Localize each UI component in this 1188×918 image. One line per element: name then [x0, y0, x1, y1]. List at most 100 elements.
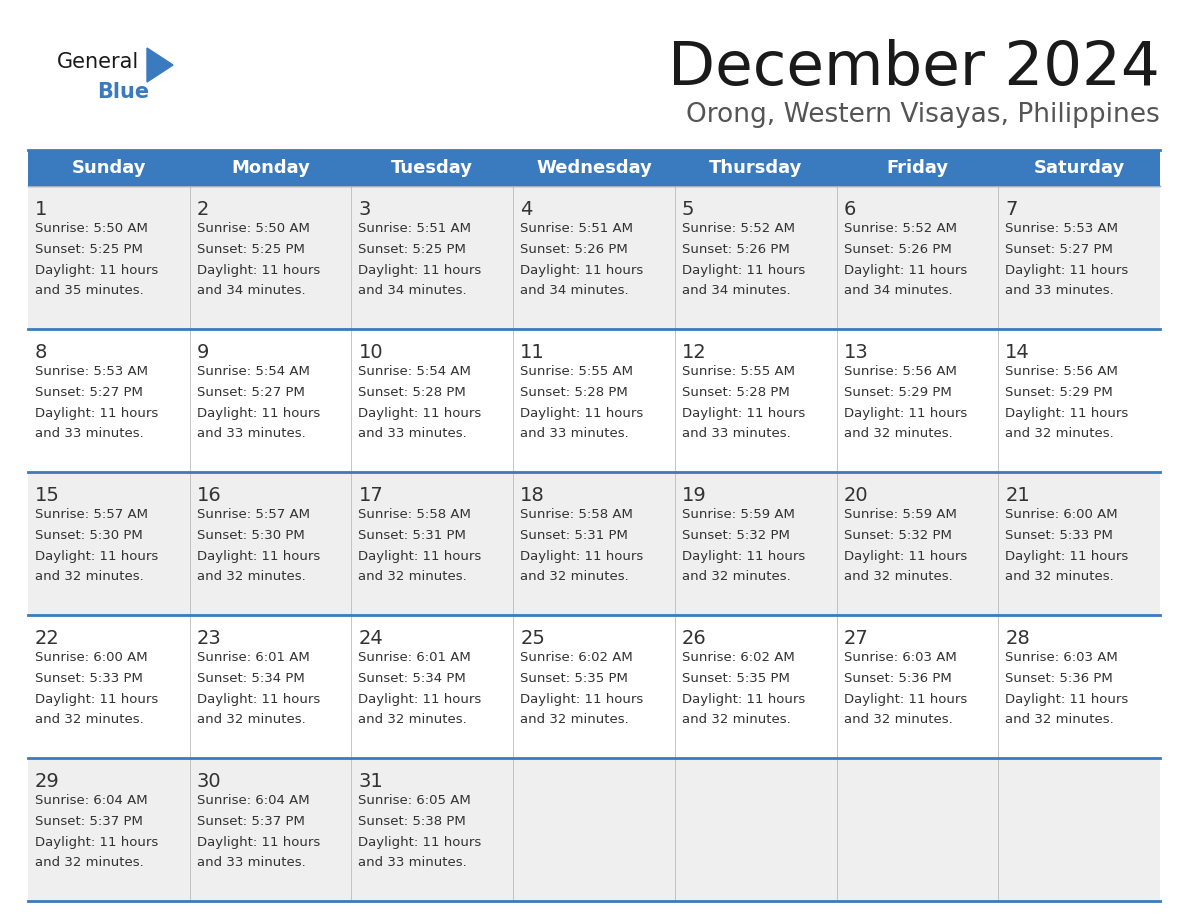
Text: Sunset: 5:34 PM: Sunset: 5:34 PM [359, 672, 466, 685]
Text: Daylight: 11 hours: Daylight: 11 hours [197, 836, 320, 849]
Text: Daylight: 11 hours: Daylight: 11 hours [682, 264, 805, 277]
Text: and 33 minutes.: and 33 minutes. [520, 427, 628, 440]
Text: 4: 4 [520, 200, 532, 219]
Text: Daylight: 11 hours: Daylight: 11 hours [1005, 693, 1129, 706]
Text: Sunset: 5:27 PM: Sunset: 5:27 PM [1005, 243, 1113, 256]
Text: Daylight: 11 hours: Daylight: 11 hours [34, 264, 158, 277]
Text: Sunset: 5:36 PM: Sunset: 5:36 PM [843, 672, 952, 685]
Text: Daylight: 11 hours: Daylight: 11 hours [359, 550, 481, 563]
Text: Tuesday: Tuesday [391, 159, 473, 177]
Text: Sunset: 5:26 PM: Sunset: 5:26 PM [520, 243, 628, 256]
Text: Sunrise: 6:01 AM: Sunrise: 6:01 AM [197, 651, 309, 664]
Text: 29: 29 [34, 772, 59, 791]
Text: Friday: Friday [886, 159, 948, 177]
Text: Sunset: 5:35 PM: Sunset: 5:35 PM [682, 672, 790, 685]
Polygon shape [147, 48, 173, 82]
Text: Sunrise: 6:02 AM: Sunrise: 6:02 AM [682, 651, 795, 664]
Text: 13: 13 [843, 343, 868, 362]
Text: Sunset: 5:34 PM: Sunset: 5:34 PM [197, 672, 304, 685]
Text: and 32 minutes.: and 32 minutes. [34, 856, 144, 869]
Text: and 32 minutes.: and 32 minutes. [359, 570, 467, 583]
Text: Sunset: 5:28 PM: Sunset: 5:28 PM [520, 386, 628, 399]
Text: Sunset: 5:25 PM: Sunset: 5:25 PM [197, 243, 304, 256]
Text: and 32 minutes.: and 32 minutes. [843, 570, 953, 583]
Text: 5: 5 [682, 200, 694, 219]
Text: Sunrise: 6:00 AM: Sunrise: 6:00 AM [34, 651, 147, 664]
Text: Sunset: 5:31 PM: Sunset: 5:31 PM [359, 529, 467, 542]
Text: Daylight: 11 hours: Daylight: 11 hours [682, 550, 805, 563]
Text: Sunrise: 5:54 AM: Sunrise: 5:54 AM [197, 365, 310, 378]
Text: Daylight: 11 hours: Daylight: 11 hours [843, 407, 967, 420]
Text: 28: 28 [1005, 629, 1030, 648]
Text: and 32 minutes.: and 32 minutes. [520, 713, 628, 726]
Text: 26: 26 [682, 629, 707, 648]
Text: Sunset: 5:29 PM: Sunset: 5:29 PM [843, 386, 952, 399]
Text: Sunrise: 5:55 AM: Sunrise: 5:55 AM [682, 365, 795, 378]
Text: Sunrise: 5:51 AM: Sunrise: 5:51 AM [520, 222, 633, 235]
Text: Sunset: 5:37 PM: Sunset: 5:37 PM [197, 815, 304, 828]
Text: and 32 minutes.: and 32 minutes. [843, 427, 953, 440]
Text: Daylight: 11 hours: Daylight: 11 hours [843, 550, 967, 563]
Text: 11: 11 [520, 343, 545, 362]
Text: Sunset: 5:38 PM: Sunset: 5:38 PM [359, 815, 466, 828]
Text: 7: 7 [1005, 200, 1018, 219]
Text: Sunrise: 5:57 AM: Sunrise: 5:57 AM [34, 508, 148, 521]
Text: Sunrise: 6:03 AM: Sunrise: 6:03 AM [843, 651, 956, 664]
Text: Sunrise: 6:04 AM: Sunrise: 6:04 AM [197, 794, 309, 807]
Text: and 34 minutes.: and 34 minutes. [520, 284, 628, 297]
Text: Sunrise: 5:52 AM: Sunrise: 5:52 AM [843, 222, 956, 235]
Text: Sunset: 5:32 PM: Sunset: 5:32 PM [682, 529, 790, 542]
Text: and 32 minutes.: and 32 minutes. [34, 570, 144, 583]
Text: Daylight: 11 hours: Daylight: 11 hours [843, 693, 967, 706]
Text: Sunrise: 6:03 AM: Sunrise: 6:03 AM [1005, 651, 1118, 664]
Text: Sunrise: 5:58 AM: Sunrise: 5:58 AM [359, 508, 472, 521]
Text: and 33 minutes.: and 33 minutes. [197, 856, 305, 869]
Text: and 32 minutes.: and 32 minutes. [1005, 570, 1114, 583]
Text: Sunset: 5:33 PM: Sunset: 5:33 PM [34, 672, 143, 685]
Text: Sunrise: 5:50 AM: Sunrise: 5:50 AM [34, 222, 147, 235]
Text: Daylight: 11 hours: Daylight: 11 hours [520, 550, 644, 563]
Text: Sunrise: 5:56 AM: Sunrise: 5:56 AM [843, 365, 956, 378]
Text: Daylight: 11 hours: Daylight: 11 hours [197, 407, 320, 420]
Text: 27: 27 [843, 629, 868, 648]
Text: Sunrise: 5:59 AM: Sunrise: 5:59 AM [843, 508, 956, 521]
Text: 1: 1 [34, 200, 48, 219]
Bar [29, 472, 1159, 615]
Text: Daylight: 11 hours: Daylight: 11 hours [197, 264, 320, 277]
Text: and 32 minutes.: and 32 minutes. [1005, 427, 1114, 440]
Text: Sunrise: 5:52 AM: Sunrise: 5:52 AM [682, 222, 795, 235]
Text: and 34 minutes.: and 34 minutes. [843, 284, 953, 297]
Text: Sunrise: 5:51 AM: Sunrise: 5:51 AM [359, 222, 472, 235]
Text: Daylight: 11 hours: Daylight: 11 hours [359, 693, 481, 706]
Text: Sunrise: 6:05 AM: Sunrise: 6:05 AM [359, 794, 472, 807]
Text: Daylight: 11 hours: Daylight: 11 hours [359, 264, 481, 277]
Text: Daylight: 11 hours: Daylight: 11 hours [197, 550, 320, 563]
Text: Daylight: 11 hours: Daylight: 11 hours [520, 693, 644, 706]
Text: and 35 minutes.: and 35 minutes. [34, 284, 144, 297]
Text: Sunset: 5:37 PM: Sunset: 5:37 PM [34, 815, 143, 828]
Text: and 34 minutes.: and 34 minutes. [359, 284, 467, 297]
Text: Sunrise: 5:59 AM: Sunrise: 5:59 AM [682, 508, 795, 521]
Text: and 33 minutes.: and 33 minutes. [359, 856, 467, 869]
Text: and 33 minutes.: and 33 minutes. [197, 427, 305, 440]
Bar [29, 186, 1159, 329]
Text: and 32 minutes.: and 32 minutes. [682, 570, 790, 583]
Text: Sunset: 5:33 PM: Sunset: 5:33 PM [1005, 529, 1113, 542]
Text: Daylight: 11 hours: Daylight: 11 hours [843, 264, 967, 277]
Text: Daylight: 11 hours: Daylight: 11 hours [359, 407, 481, 420]
Text: Daylight: 11 hours: Daylight: 11 hours [34, 693, 158, 706]
Text: Daylight: 11 hours: Daylight: 11 hours [520, 264, 644, 277]
Text: Daylight: 11 hours: Daylight: 11 hours [1005, 264, 1129, 277]
Text: Sunset: 5:26 PM: Sunset: 5:26 PM [843, 243, 952, 256]
Text: December 2024: December 2024 [668, 39, 1159, 97]
Text: Sunset: 5:28 PM: Sunset: 5:28 PM [682, 386, 790, 399]
Text: 30: 30 [197, 772, 221, 791]
Bar [29, 329, 1159, 472]
Text: Sunset: 5:28 PM: Sunset: 5:28 PM [359, 386, 466, 399]
Text: and 32 minutes.: and 32 minutes. [34, 713, 144, 726]
Text: Orong, Western Visayas, Philippines: Orong, Western Visayas, Philippines [687, 102, 1159, 128]
Text: Daylight: 11 hours: Daylight: 11 hours [682, 407, 805, 420]
Text: Sunset: 5:35 PM: Sunset: 5:35 PM [520, 672, 628, 685]
Text: Sunrise: 5:50 AM: Sunrise: 5:50 AM [197, 222, 310, 235]
Text: Sunset: 5:30 PM: Sunset: 5:30 PM [197, 529, 304, 542]
